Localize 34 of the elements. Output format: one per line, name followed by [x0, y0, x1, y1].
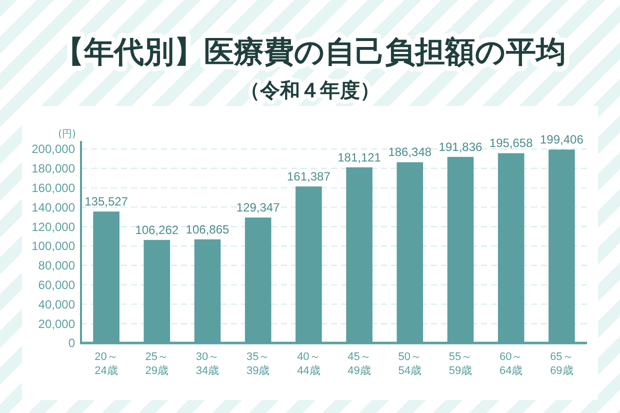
- x-tick-label: 50～ 54歳: [398, 351, 422, 377]
- data-label: 195,658: [489, 136, 534, 150]
- x-tick-label: 20～ 24歳: [94, 351, 118, 377]
- y-tick-label: 80,000: [38, 258, 76, 273]
- y-tick-label: 140,000: [32, 200, 76, 214]
- x-tick-label: 40～ 44歳: [297, 351, 320, 377]
- y-tick-label: 0: [68, 336, 76, 350]
- x-tick-label: 60～ 64歳: [499, 351, 523, 377]
- y-tick-label: 40,000: [38, 297, 76, 312]
- y-tick-label: 20,000: [38, 316, 76, 331]
- chart-title: 【年代別】医療費の自己負担額の平均: [54, 35, 566, 70]
- data-label: 186,348: [388, 145, 432, 160]
- x-tick-label: 45～ 49歳: [348, 351, 371, 377]
- chart-subtitle: （令和４年度）: [240, 78, 380, 102]
- y-tick-label: 60,000: [38, 278, 76, 292]
- data-label: 199,406: [540, 132, 584, 147]
- y-tick-label: 160,000: [32, 181, 76, 195]
- x-tick-label: 65～ 69歳: [550, 351, 574, 377]
- y-axis-title: (円): [58, 129, 76, 140]
- x-tick-label: 55～ 59歳: [448, 351, 472, 377]
- data-label: 161,387: [287, 169, 331, 184]
- y-tick-label: 200,000: [32, 142, 76, 156]
- data-label: 181,121: [338, 150, 382, 164]
- x-tick-label: 30～ 34歳: [196, 351, 220, 377]
- x-tick-label: 25～ 29歳: [145, 351, 169, 377]
- x-tick-label: 35～ 39歳: [246, 351, 270, 377]
- data-label: 191,836: [438, 140, 483, 154]
- data-label: 106,865: [186, 222, 230, 236]
- data-label: 129,347: [236, 200, 280, 215]
- y-tick-label: 180,000: [32, 162, 76, 176]
- data-label: 135,527: [84, 194, 128, 209]
- data-label: 106,262: [135, 222, 179, 237]
- y-tick-label: 120,000: [32, 220, 76, 234]
- y-tick-label: 100,000: [32, 239, 76, 254]
